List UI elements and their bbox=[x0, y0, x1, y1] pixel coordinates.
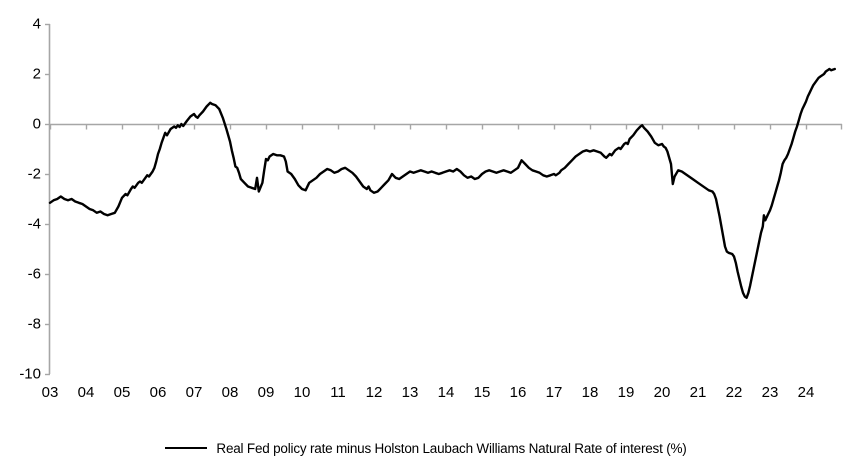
x-tick-label: 20 bbox=[654, 384, 671, 401]
legend-line-swatch bbox=[165, 447, 208, 449]
x-tick-label: 16 bbox=[510, 384, 527, 401]
x-tick-label: 04 bbox=[78, 384, 95, 401]
x-tick-label: 14 bbox=[438, 384, 455, 401]
y-tick-label: -6 bbox=[28, 266, 41, 283]
legend: Real Fed policy rate minus Holston Lauba… bbox=[0, 436, 852, 460]
x-tick-label: 19 bbox=[618, 384, 635, 401]
x-tick-label: 15 bbox=[474, 384, 491, 401]
legend-label: Real Fed policy rate minus Holston Lauba… bbox=[216, 440, 687, 456]
x-tick-label: 21 bbox=[690, 384, 707, 401]
y-tick-label: 4 bbox=[33, 16, 41, 33]
x-tick-label: 22 bbox=[726, 384, 743, 401]
x-tick-label: 10 bbox=[294, 384, 311, 401]
x-tick-label: 09 bbox=[258, 384, 275, 401]
x-tick-label: 05 bbox=[114, 384, 131, 401]
x-tick-label: 18 bbox=[582, 384, 599, 401]
y-tick-label: -10 bbox=[19, 366, 41, 383]
x-tick-label: 08 bbox=[222, 384, 239, 401]
y-tick-label: 2 bbox=[33, 66, 41, 83]
series-line-real-fed-policy-rate bbox=[48, 67, 836, 299]
x-tick-label: 11 bbox=[330, 384, 346, 401]
x-tick-label: 17 bbox=[546, 384, 563, 401]
y-axis: 4 2 0 -2 -4 -6 -8 -10 bbox=[19, 16, 51, 383]
x-tick-label: 06 bbox=[150, 384, 167, 401]
y-tick-label: -2 bbox=[28, 166, 41, 183]
x-tick-label: 24 bbox=[798, 384, 815, 401]
x-tick-label: 12 bbox=[366, 384, 383, 401]
x-tick-label: 03 bbox=[42, 384, 59, 401]
x-axis: 03 04 05 06 07 08 09 10 11 12 13 14 15 16 17 18 19 20 21 22… bbox=[42, 123, 843, 401]
x-tick-label: 23 bbox=[762, 384, 779, 401]
y-tick-label: 0 bbox=[33, 116, 41, 133]
x-tick-label: 07 bbox=[186, 384, 203, 401]
y-tick-label: -8 bbox=[28, 316, 41, 333]
x-tick-label: 13 bbox=[402, 384, 419, 401]
y-tick-label: -4 bbox=[28, 216, 41, 233]
